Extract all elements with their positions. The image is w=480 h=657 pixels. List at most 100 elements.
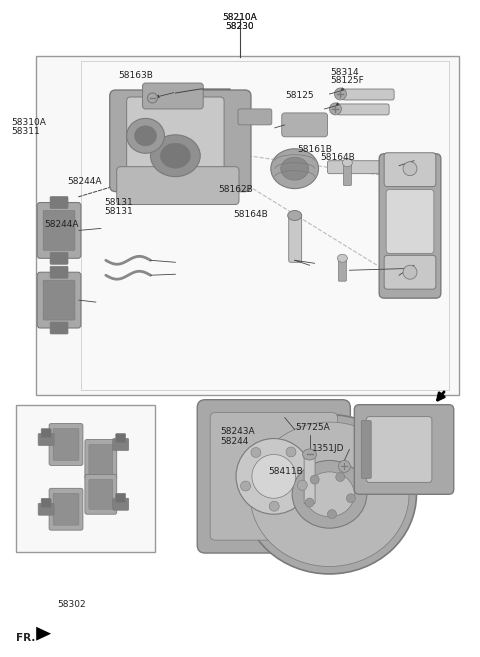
Circle shape (252, 455, 296, 498)
Polygon shape (36, 627, 51, 641)
FancyBboxPatch shape (50, 322, 68, 334)
Bar (81, 61, 449, 390)
FancyBboxPatch shape (343, 162, 351, 186)
Ellipse shape (250, 422, 409, 566)
FancyBboxPatch shape (50, 196, 68, 208)
FancyBboxPatch shape (354, 405, 454, 494)
FancyBboxPatch shape (41, 498, 51, 507)
Text: 58302: 58302 (58, 599, 86, 608)
Circle shape (147, 93, 157, 103)
Text: 58243A: 58243A (220, 428, 254, 436)
FancyBboxPatch shape (110, 90, 251, 192)
Circle shape (336, 472, 345, 482)
Text: 1351JD: 1351JD (312, 443, 344, 453)
FancyBboxPatch shape (49, 424, 83, 465)
FancyBboxPatch shape (143, 83, 203, 109)
Circle shape (347, 494, 355, 503)
Text: 58244A: 58244A (67, 177, 102, 186)
Text: 58163B: 58163B (118, 71, 153, 80)
FancyBboxPatch shape (38, 434, 54, 445)
Ellipse shape (281, 157, 309, 180)
FancyBboxPatch shape (338, 258, 347, 281)
Text: 58244: 58244 (220, 438, 248, 446)
Text: 58164B: 58164B (233, 210, 267, 219)
Ellipse shape (292, 461, 367, 528)
FancyBboxPatch shape (113, 438, 129, 451)
Ellipse shape (329, 103, 341, 115)
FancyBboxPatch shape (38, 503, 54, 515)
Circle shape (297, 480, 307, 490)
Bar (36, 56, 459, 395)
Text: 58411B: 58411B (269, 466, 303, 476)
Circle shape (403, 265, 417, 279)
Circle shape (310, 475, 319, 484)
Text: FR.: FR. (16, 633, 35, 643)
Circle shape (251, 447, 261, 457)
FancyBboxPatch shape (113, 498, 129, 510)
Ellipse shape (288, 210, 301, 221)
FancyBboxPatch shape (116, 434, 126, 443)
FancyBboxPatch shape (85, 474, 117, 514)
Ellipse shape (151, 135, 200, 177)
FancyBboxPatch shape (342, 89, 394, 100)
Text: 58314: 58314 (331, 68, 360, 77)
FancyBboxPatch shape (288, 214, 301, 262)
Text: 58125: 58125 (285, 91, 314, 99)
FancyBboxPatch shape (238, 109, 272, 125)
FancyBboxPatch shape (37, 202, 81, 258)
Text: 58161B: 58161B (297, 145, 332, 154)
Ellipse shape (242, 415, 417, 574)
FancyBboxPatch shape (210, 413, 337, 540)
FancyBboxPatch shape (337, 104, 389, 115)
Text: 58311: 58311 (11, 127, 40, 135)
FancyBboxPatch shape (43, 210, 75, 250)
FancyBboxPatch shape (386, 190, 434, 254)
Circle shape (269, 501, 279, 511)
FancyBboxPatch shape (43, 280, 75, 320)
FancyBboxPatch shape (37, 272, 81, 328)
FancyBboxPatch shape (379, 154, 441, 298)
FancyBboxPatch shape (89, 480, 113, 509)
Text: 58131: 58131 (104, 198, 133, 207)
FancyBboxPatch shape (53, 428, 79, 461)
Text: 58164B: 58164B (320, 153, 355, 162)
Circle shape (240, 481, 251, 491)
Ellipse shape (160, 143, 190, 168)
FancyBboxPatch shape (282, 113, 327, 137)
Text: 57725A: 57725A (295, 423, 330, 432)
Circle shape (305, 498, 314, 507)
Text: 58131: 58131 (104, 207, 133, 216)
Text: 58125F: 58125F (331, 76, 364, 85)
FancyBboxPatch shape (361, 420, 371, 478)
FancyBboxPatch shape (127, 97, 224, 185)
FancyBboxPatch shape (50, 266, 68, 278)
Text: 58230: 58230 (226, 22, 254, 32)
Ellipse shape (337, 254, 348, 262)
Text: 58230: 58230 (226, 22, 254, 31)
FancyBboxPatch shape (384, 152, 436, 187)
Ellipse shape (271, 148, 319, 189)
FancyBboxPatch shape (41, 428, 51, 438)
FancyBboxPatch shape (116, 493, 126, 502)
Circle shape (338, 461, 350, 472)
FancyBboxPatch shape (49, 488, 83, 530)
Ellipse shape (392, 161, 406, 175)
FancyBboxPatch shape (117, 167, 239, 204)
Text: 58310A: 58310A (11, 118, 46, 127)
Text: 58210A: 58210A (223, 13, 257, 22)
Text: 58162B: 58162B (218, 185, 253, 194)
FancyBboxPatch shape (384, 256, 436, 289)
Circle shape (403, 162, 417, 175)
Text: 58244A: 58244A (44, 220, 79, 229)
FancyBboxPatch shape (53, 493, 79, 525)
Ellipse shape (342, 159, 352, 167)
FancyBboxPatch shape (366, 417, 432, 482)
Ellipse shape (305, 472, 354, 516)
FancyBboxPatch shape (327, 161, 401, 173)
Circle shape (236, 438, 312, 514)
Text: 58210A: 58210A (223, 13, 257, 22)
Circle shape (286, 447, 296, 457)
FancyBboxPatch shape (89, 445, 113, 474)
FancyBboxPatch shape (197, 399, 350, 553)
Ellipse shape (134, 126, 156, 146)
